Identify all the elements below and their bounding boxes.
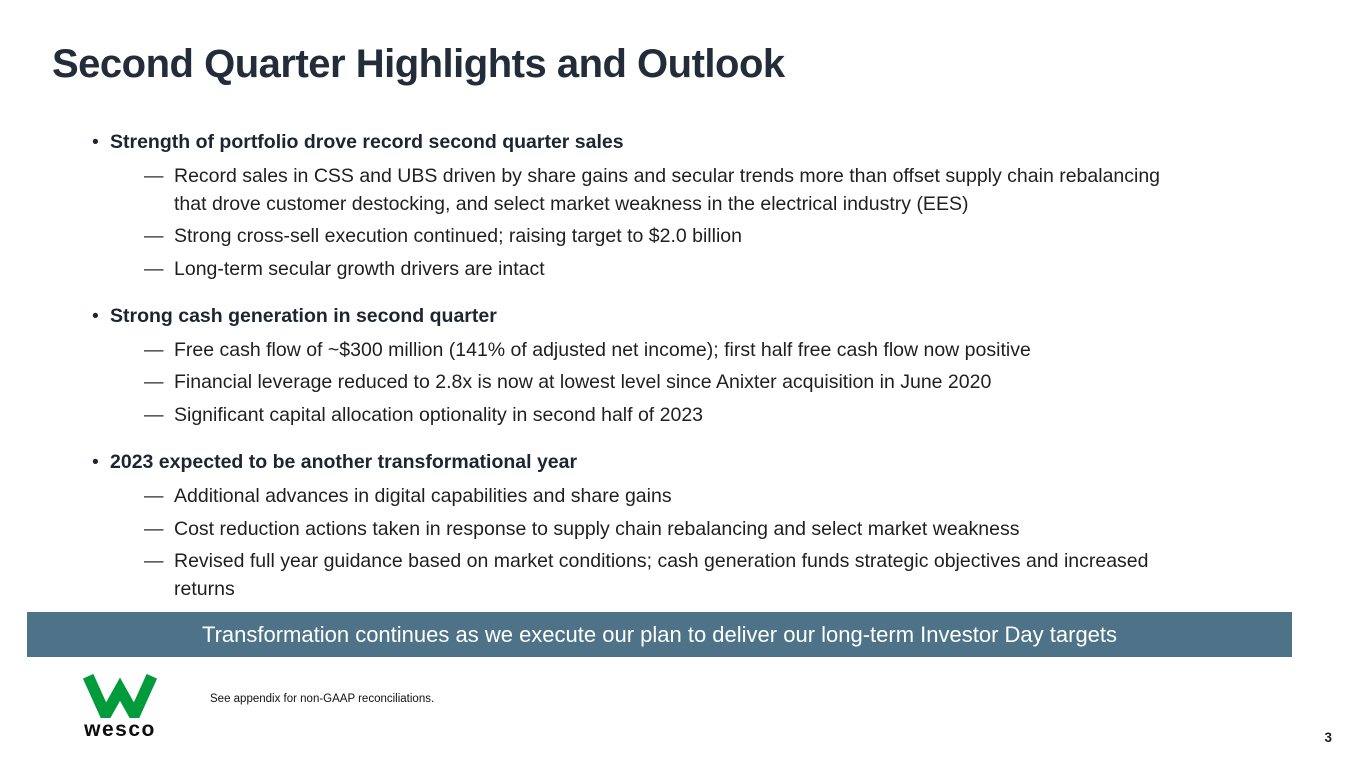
section-heading: Strong cash generation in second quarter — [92, 305, 1292, 328]
slide-body: Strength of portfolio drove record secon… — [92, 131, 1292, 625]
section-cash-generation: Strong cash generation in second quarter… — [92, 305, 1292, 430]
section-transformational-year: 2023 expected to be another transformati… — [92, 451, 1292, 604]
wesco-logo-text: wesco — [84, 718, 156, 741]
wesco-logo: wesco — [74, 674, 166, 740]
bullet-item: Free cash flow of ~$300 million (141% of… — [92, 337, 1167, 365]
slide-title: Second Quarter Highlights and Outlook — [52, 42, 785, 86]
bullet-item: Cost reduction actions taken in response… — [92, 516, 1167, 544]
section-heading: Strength of portfolio drove record secon… — [92, 131, 1292, 154]
bullet-item: Record sales in CSS and UBS driven by sh… — [92, 163, 1167, 218]
bullet-item: Long-term secular growth drivers are int… — [92, 256, 1167, 284]
bullet-item: Significant capital allocation optionali… — [92, 402, 1167, 430]
bullet-item: Strong cross-sell execution continued; r… — [92, 223, 1167, 251]
bullet-item: Financial leverage reduced to 2.8x is no… — [92, 369, 1167, 397]
banner-text: Transformation continues as we execute o… — [201, 621, 1118, 647]
footnote: See appendix for non-GAAP reconciliation… — [210, 693, 435, 705]
bullet-item: Revised full year guidance based on mark… — [92, 548, 1167, 603]
bullet-item: Additional advances in digital capabilit… — [92, 483, 1167, 511]
banner-callout: Transformation continues as we execute o… — [27, 612, 1292, 657]
section-heading: 2023 expected to be another transformati… — [92, 451, 1292, 474]
section-portfolio-sales: Strength of portfolio drove record secon… — [92, 131, 1292, 284]
wesco-w-icon — [82, 674, 158, 718]
page-number: 3 — [1324, 730, 1332, 745]
